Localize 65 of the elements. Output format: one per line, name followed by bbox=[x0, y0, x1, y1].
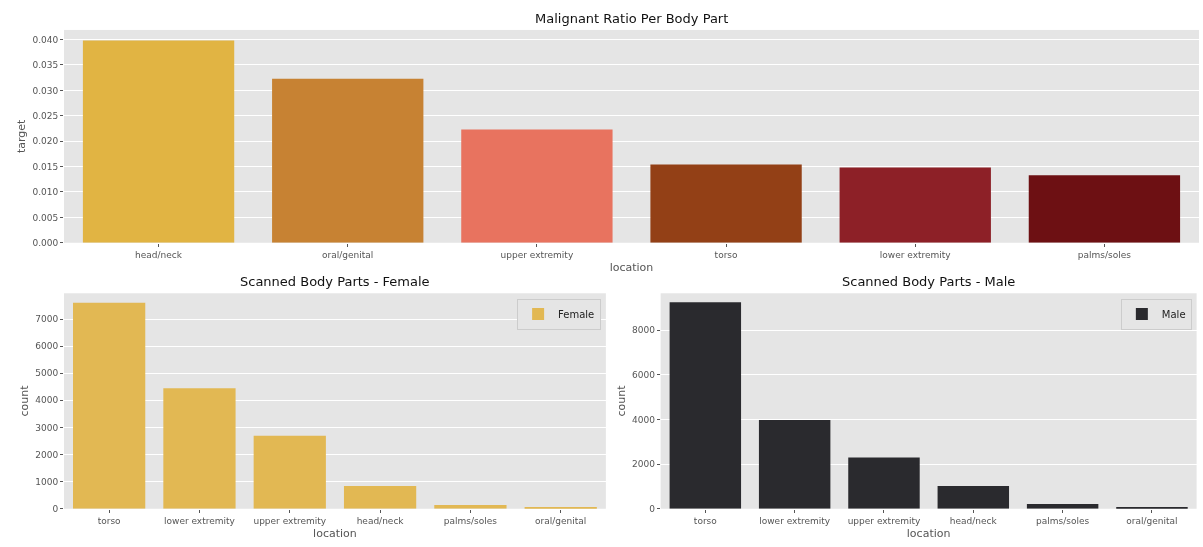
y-tick-label: 2000 bbox=[35, 449, 59, 460]
x-tick-label: oral/genital bbox=[322, 249, 374, 260]
x-tick-label: palms/soles bbox=[443, 515, 498, 526]
x-axis-title: location bbox=[609, 260, 654, 274]
y-tick-label: 0.035 bbox=[32, 60, 59, 71]
x-tick-label: oral/genital bbox=[1126, 515, 1178, 526]
x-tick-label: lower extremity bbox=[164, 515, 236, 526]
x-tick-label: upper extremity bbox=[500, 249, 574, 260]
bar bbox=[82, 40, 235, 243]
bar bbox=[253, 435, 326, 509]
y-tick-label: 4000 bbox=[35, 395, 59, 406]
y-tick-label: 8000 bbox=[631, 325, 656, 336]
bar bbox=[343, 485, 417, 509]
x-tick-label: palms/soles bbox=[1077, 249, 1132, 260]
bar bbox=[669, 302, 742, 509]
x-tick-label: lower extremity bbox=[759, 515, 831, 526]
y-tick-label: 0.025 bbox=[32, 110, 59, 121]
y-tick-label: 0.040 bbox=[32, 34, 59, 45]
x-tick-label: torso bbox=[714, 249, 739, 260]
bar bbox=[650, 164, 802, 243]
x-tick-label: upper extremity bbox=[847, 515, 921, 526]
y-tick-label: 0.005 bbox=[32, 212, 59, 223]
bar bbox=[73, 302, 146, 509]
chart-title: Scanned Body Parts - Female bbox=[240, 274, 430, 289]
bar bbox=[163, 388, 236, 509]
legend-label: Male bbox=[1161, 309, 1186, 320]
y-tick-label: 0.015 bbox=[32, 161, 59, 172]
bar bbox=[461, 129, 613, 243]
x-tick-label: oral/genital bbox=[535, 515, 587, 526]
y-tick-label: 6000 bbox=[35, 341, 59, 352]
chart-title: Scanned Body Parts - Male bbox=[842, 274, 1016, 289]
y-tick-label: 4000 bbox=[631, 414, 656, 425]
y-tick-label: 0.030 bbox=[32, 85, 59, 96]
x-axis-title: location bbox=[906, 526, 951, 540]
x-tick-label: head/neck bbox=[356, 515, 405, 526]
x-tick-label: head/neck bbox=[135, 249, 183, 260]
y-axis-title: target bbox=[15, 118, 29, 154]
bar bbox=[839, 167, 991, 243]
x-tick-label: palms/soles bbox=[1036, 515, 1090, 526]
y-axis-title: count bbox=[17, 384, 31, 417]
y-tick-label: 5000 bbox=[35, 368, 59, 379]
bar bbox=[1028, 175, 1181, 243]
bar bbox=[848, 457, 920, 509]
x-tick-label: head/neck bbox=[949, 515, 998, 526]
y-tick-label: 3000 bbox=[35, 422, 59, 433]
bar bbox=[272, 78, 424, 243]
y-tick-label: 2000 bbox=[631, 459, 656, 470]
x-axis-title: location bbox=[313, 526, 357, 540]
y-tick-label: 0 bbox=[52, 503, 59, 514]
y-tick-label: 0.020 bbox=[32, 136, 59, 147]
chart-title: Malignant Ratio Per Body Part bbox=[535, 11, 729, 26]
bar bbox=[937, 485, 1010, 509]
x-tick-label: torso bbox=[693, 515, 718, 526]
legend-label: Female bbox=[558, 309, 595, 320]
y-tick-label: 1000 bbox=[35, 476, 59, 487]
x-tick-label: lower extremity bbox=[879, 249, 952, 260]
x-tick-label: torso bbox=[97, 515, 122, 526]
y-tick-label: 0 bbox=[649, 503, 656, 514]
y-axis-title: count bbox=[614, 384, 628, 417]
y-tick-label: 7000 bbox=[35, 314, 59, 325]
bar bbox=[758, 420, 831, 509]
y-tick-label: 0.010 bbox=[32, 187, 59, 198]
y-tick-label: 0.000 bbox=[32, 237, 59, 248]
y-tick-label: 6000 bbox=[631, 369, 656, 380]
x-tick-label: upper extremity bbox=[253, 515, 327, 526]
